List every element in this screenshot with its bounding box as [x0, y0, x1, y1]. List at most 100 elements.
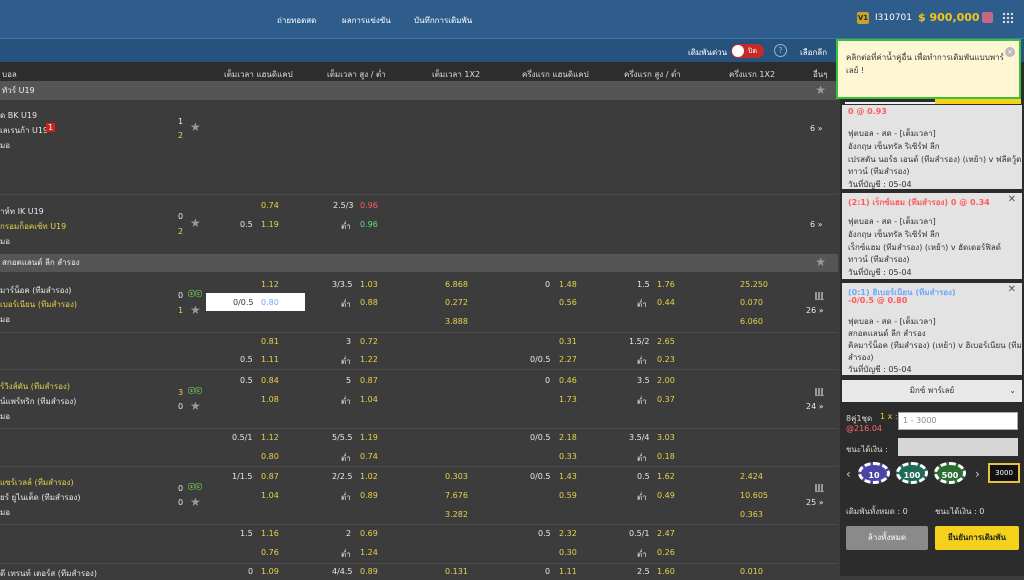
star-icon[interactable]: ★ — [190, 399, 201, 413]
odds-value[interactable]: 0.363 — [740, 510, 763, 519]
odds-value[interactable]: 0.88 — [360, 298, 378, 307]
star-icon[interactable]: ★ — [190, 216, 201, 230]
odds-value[interactable]: 1.12 — [261, 280, 279, 289]
apps-grid-icon[interactable] — [1002, 12, 1013, 23]
odds-value[interactable]: 2.47 — [657, 529, 675, 538]
live-stream-icon[interactable]: ⓢⓒ — [188, 483, 202, 491]
odds-value[interactable]: 0.070 — [740, 298, 763, 307]
odds-value[interactable]: 3.03 — [657, 433, 675, 442]
odds-value[interactable]: 1.02 — [360, 472, 378, 481]
more-bets[interactable]: 6 » — [810, 220, 823, 229]
odds-value[interactable]: 1.76 — [657, 280, 675, 289]
odds-value[interactable]: 0.26 — [657, 548, 675, 557]
odds-value[interactable]: 0.49 — [657, 491, 675, 500]
odds-value[interactable]: 2.27 — [559, 355, 577, 364]
odds-value[interactable]: 1.08 — [261, 395, 279, 404]
odds-value[interactable]: 1.43 — [559, 472, 577, 481]
odds-value[interactable]: 1.11 — [559, 567, 577, 576]
more-bets[interactable]: 26 » — [806, 306, 824, 315]
chevron-right-icon[interactable]: › — [975, 467, 980, 481]
confirm-bet-button[interactable]: ยืนยันการเดิมพัน — [935, 526, 1019, 550]
league-row[interactable]: ทัวร์ U19 ★ — [0, 82, 838, 100]
odds-value[interactable]: 1.19 — [360, 433, 378, 442]
odds-value[interactable]: 0.74 — [261, 201, 279, 210]
more-bets[interactable]: 25 » — [806, 498, 824, 507]
odds-value[interactable]: 0.89 — [360, 491, 378, 500]
odds-value[interactable]: 0.303 — [445, 472, 468, 481]
chevron-left-icon[interactable]: ‹ — [846, 467, 851, 481]
odds-value[interactable]: 2.424 — [740, 472, 763, 481]
star-icon[interactable]: ★ — [190, 495, 201, 509]
odds-value[interactable]: 1.48 — [559, 280, 577, 289]
gift-icon[interactable] — [982, 12, 993, 23]
odds-value[interactable]: 0.31 — [559, 337, 577, 346]
odds-value[interactable]: 0.010 — [740, 567, 763, 576]
odds-value[interactable]: 0.37 — [657, 395, 675, 404]
odds-value[interactable]: 1.60 — [657, 567, 675, 576]
odds-value[interactable]: 25.250 — [740, 280, 768, 289]
odds-value[interactable]: 0.56 — [559, 298, 577, 307]
select-league-button[interactable]: เลือกลีก — [800, 48, 828, 57]
odds-value[interactable]: 0.81 — [261, 337, 279, 346]
odds-value[interactable]: 7.676 — [445, 491, 468, 500]
odds-value[interactable]: 0.18 — [657, 452, 675, 461]
odds-value[interactable]: 0.44 — [657, 298, 675, 307]
nav-results[interactable]: ผลการแข่งขัน — [342, 16, 391, 25]
nav-bet-history[interactable]: บันทึกการเดิมพัน — [414, 16, 473, 25]
odds-value[interactable]: 1.16 — [261, 529, 279, 538]
odds-value[interactable]: 0.46 — [559, 376, 577, 385]
clear-all-button[interactable]: ล้างทั้งหมด — [846, 526, 928, 550]
odds-value[interactable]: 2.32 — [559, 529, 577, 538]
odds-value[interactable]: 1.04 — [261, 491, 279, 500]
odds-value[interactable]: 0.84 — [261, 376, 279, 385]
odds-value[interactable]: 0.69 — [360, 529, 378, 538]
odds-value[interactable]: 2.18 — [559, 433, 577, 442]
odds-value[interactable]: 1.19 — [261, 220, 279, 229]
odds-value[interactable]: 1.04 — [360, 395, 378, 404]
stats-icon[interactable] — [815, 292, 824, 300]
stake-input[interactable]: 1 - 3000 — [898, 412, 1018, 430]
odds-value[interactable]: 0.74 — [360, 452, 378, 461]
more-bets[interactable]: 6 » — [810, 124, 823, 133]
chip-500[interactable]: 500 — [934, 462, 966, 484]
odds-value[interactable]: 3.888 — [445, 317, 468, 326]
live-stream-icon[interactable]: ⓢⓒ — [188, 290, 202, 298]
odds-value[interactable]: 1.11 — [261, 355, 279, 364]
odds-value[interactable]: 0.72 — [360, 337, 378, 346]
odds-value[interactable]: 2.65 — [657, 337, 675, 346]
odds-value[interactable]: 10.605 — [740, 491, 768, 500]
chip-10[interactable]: 10 — [858, 462, 890, 484]
odds-value[interactable]: 0.23 — [657, 355, 675, 364]
odds-value[interactable]: 1.24 — [360, 548, 378, 557]
selected-odds-cell[interactable] — [206, 293, 305, 311]
odds-value[interactable]: 3.282 — [445, 510, 468, 519]
odds-value[interactable]: 1.09 — [261, 567, 279, 576]
odds-value[interactable]: 0.96 — [360, 201, 378, 210]
odds-value[interactable]: 6.868 — [445, 280, 468, 289]
league-row[interactable]: สกอตแลนด์ ลีก สำรอง ★ — [0, 254, 838, 272]
odds-value[interactable]: 0.80 — [261, 452, 279, 461]
odds-value[interactable]: 1.22 — [360, 355, 378, 364]
mix-parlay-dropdown[interactable]: มิกซ์ พาร์เลย์ ⌄ — [842, 380, 1022, 402]
more-bets[interactable]: 24 » — [806, 402, 824, 411]
odds-value[interactable]: 0.87 — [261, 472, 279, 481]
close-icon[interactable]: ✕ — [1007, 194, 1016, 205]
odds-value[interactable]: 1.03 — [360, 280, 378, 289]
odds-value[interactable]: 6.060 — [740, 317, 763, 326]
odds-value[interactable]: 0.272 — [445, 298, 468, 307]
odds-value[interactable]: 0.30 — [559, 548, 577, 557]
odds-value[interactable]: 1.62 — [657, 472, 675, 481]
odds-value[interactable]: 1.12 — [261, 433, 279, 442]
close-icon[interactable]: ✕ — [1007, 284, 1016, 295]
odds-value[interactable]: 0.131 — [445, 567, 468, 576]
odds-value[interactable]: 0.76 — [261, 548, 279, 557]
star-icon[interactable]: ★ — [190, 303, 201, 317]
odds-value[interactable]: 0.89 — [360, 567, 378, 576]
odds-value[interactable]: 0.33 — [559, 452, 577, 461]
star-icon[interactable]: ★ — [815, 83, 826, 97]
star-icon[interactable]: ★ — [190, 120, 201, 134]
stats-icon[interactable] — [815, 388, 824, 396]
odds-value[interactable]: 0.87 — [360, 376, 378, 385]
odds-value[interactable]: 0.80 — [261, 298, 279, 307]
stats-icon[interactable] — [815, 484, 824, 492]
